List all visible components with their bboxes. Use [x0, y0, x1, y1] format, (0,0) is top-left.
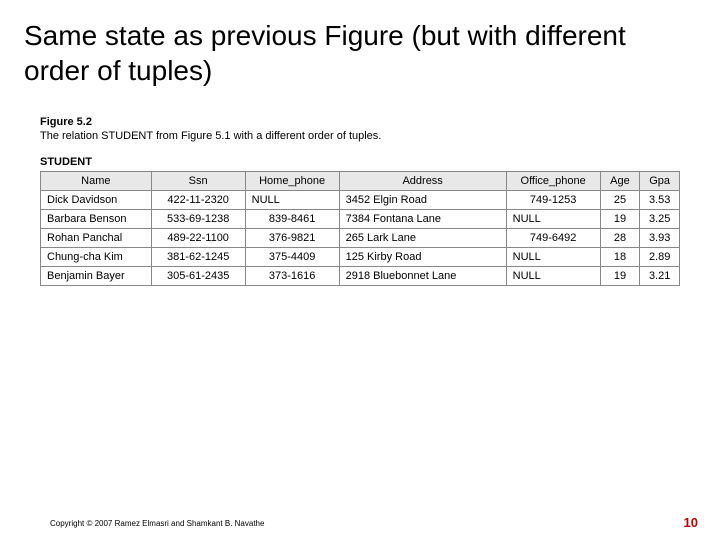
table-cell: Dick Davidson [41, 191, 152, 210]
table-header-cell: Office_phone [506, 172, 600, 191]
table-cell: Rohan Panchal [41, 229, 152, 248]
table-cell: 19 [600, 267, 640, 286]
table-cell: NULL [245, 191, 339, 210]
table-cell: 125 Kirby Road [339, 248, 506, 267]
table-cell: 749-6492 [506, 229, 600, 248]
table-header-cell: Ssn [151, 172, 245, 191]
table-cell: Benjamin Bayer [41, 267, 152, 286]
table-cell: 489-22-1100 [151, 229, 245, 248]
table-cell: 3.21 [640, 267, 680, 286]
table-cell: 839-8461 [245, 210, 339, 229]
table-cell: 376-9821 [245, 229, 339, 248]
table-cell: 18 [600, 248, 640, 267]
table-cell: 3.93 [640, 229, 680, 248]
footer-copyright: Copyright © 2007 Ramez Elmasri and Shamk… [50, 519, 264, 528]
table-cell: 3452 Elgin Road [339, 191, 506, 210]
table-cell: 3.53 [640, 191, 680, 210]
table-header-row: NameSsnHome_phoneAddressOffice_phoneAgeG… [41, 172, 680, 191]
figure-block: Figure 5.2 The relation STUDENT from Fig… [0, 88, 720, 286]
table-header-cell: Gpa [640, 172, 680, 191]
table-cell: 749-1253 [506, 191, 600, 210]
table-row: Benjamin Bayer305-61-2435373-16162918 Bl… [41, 267, 680, 286]
table-cell: NULL [506, 267, 600, 286]
student-table: NameSsnHome_phoneAddressOffice_phoneAgeG… [40, 171, 680, 286]
table-header-cell: Name [41, 172, 152, 191]
table-cell: 2918 Bluebonnet Lane [339, 267, 506, 286]
table-cell: 533-69-1238 [151, 210, 245, 229]
slide-title: Same state as previous Figure (but with … [0, 0, 720, 88]
table-title: STUDENT [40, 156, 680, 168]
table-header-cell: Age [600, 172, 640, 191]
table-cell: 28 [600, 229, 640, 248]
table-row: Barbara Benson533-69-1238839-84617384 Fo… [41, 210, 680, 229]
table-cell: 422-11-2320 [151, 191, 245, 210]
table-header-cell: Home_phone [245, 172, 339, 191]
table-row: Rohan Panchal489-22-1100376-9821265 Lark… [41, 229, 680, 248]
table-cell: 7384 Fontana Lane [339, 210, 506, 229]
table-cell: 19 [600, 210, 640, 229]
table-header-cell: Address [339, 172, 506, 191]
table-cell: Chung-cha Kim [41, 248, 152, 267]
table-cell: 3.25 [640, 210, 680, 229]
table-cell: NULL [506, 210, 600, 229]
table-row: Chung-cha Kim381-62-1245375-4409125 Kirb… [41, 248, 680, 267]
table-cell: 375-4409 [245, 248, 339, 267]
table-body: Dick Davidson422-11-2320NULL3452 Elgin R… [41, 191, 680, 286]
footer-page-number: 10 [684, 515, 698, 530]
table-cell: 265 Lark Lane [339, 229, 506, 248]
table-cell: 2.89 [640, 248, 680, 267]
table-cell: 25 [600, 191, 640, 210]
figure-caption: The relation STUDENT from Figure 5.1 wit… [40, 130, 680, 142]
table-row: Dick Davidson422-11-2320NULL3452 Elgin R… [41, 191, 680, 210]
table-cell: NULL [506, 248, 600, 267]
table-cell: 305-61-2435 [151, 267, 245, 286]
figure-label: Figure 5.2 [40, 116, 680, 128]
table-cell: 373-1616 [245, 267, 339, 286]
table-cell: 381-62-1245 [151, 248, 245, 267]
table-cell: Barbara Benson [41, 210, 152, 229]
